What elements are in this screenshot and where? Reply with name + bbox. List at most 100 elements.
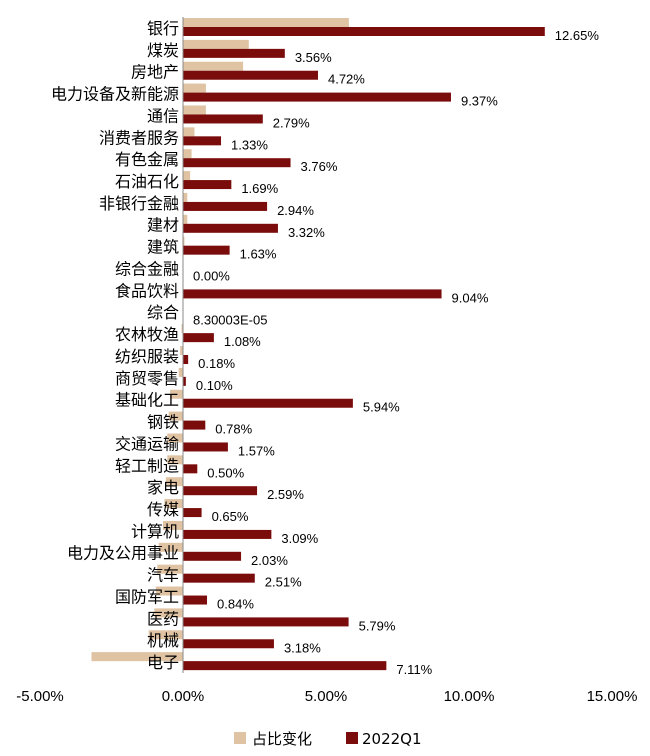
bar-2022q1 [183, 595, 208, 605]
data-label-2022q1: 3.32% [288, 225, 325, 240]
data-label-2022q1: 2.79% [273, 115, 310, 130]
bar-2022q1 [183, 442, 228, 452]
category-label: 电子 [147, 653, 179, 672]
bar-change [158, 542, 183, 552]
category-label: 农林牧渔 [115, 325, 179, 344]
data-label-2022q1: 0.84% [217, 597, 254, 612]
bar-change [183, 18, 349, 27]
data-label-2022q1: 2.51% [265, 575, 302, 590]
data-label-2022q1: 5.79% [359, 618, 396, 633]
bar-change [183, 214, 188, 224]
legend: 占比变化 2022Q1 [234, 730, 422, 748]
x-tick-label: 5.00% [305, 688, 348, 705]
x-tick-label: 0.00% [162, 688, 205, 705]
category-label: 煤炭 [147, 41, 179, 60]
data-label-2022q1: 1.33% [231, 137, 268, 152]
data-label-2022q1: 8.30003E-05 [193, 312, 267, 327]
bar-2022q1 [183, 27, 545, 36]
category-label: 电力设备及新能源 [51, 85, 179, 104]
data-label-2022q1: 3.56% [295, 50, 332, 65]
legend-swatch-2022q1 [346, 732, 358, 744]
category-label: 有色金属 [115, 150, 179, 169]
labels-layer: 银行 12.65% 煤炭 3.56% 房地产 4.72% 电力设备及新能源 9.37% 通信 2.… [51, 19, 599, 677]
category-label: 国防军工 [115, 587, 179, 606]
data-label-2022q1: 1.69% [241, 181, 278, 196]
bar-2022q1 [183, 573, 255, 583]
data-label-2022q1: 1.57% [238, 443, 275, 458]
category-label: 汽车 [147, 566, 179, 585]
bar-2022q1 [183, 201, 268, 211]
data-label-2022q1: 0.18% [198, 356, 235, 371]
category-label: 建材 [147, 216, 179, 235]
category-label: 银行 [147, 19, 179, 38]
category-label: 基础化工 [115, 391, 179, 410]
bar-change [183, 83, 206, 93]
data-label-2022q1: 0.65% [212, 509, 249, 524]
bar-2022q1 [183, 529, 272, 539]
bar-2022q1 [183, 617, 349, 627]
data-label-2022q1: 0.50% [207, 465, 244, 480]
category-label: 通信 [147, 106, 179, 125]
bar-2022q1 [183, 289, 442, 299]
bar-change [164, 499, 183, 509]
bar-change [167, 455, 183, 465]
data-label-2022q1: 1.08% [224, 334, 261, 349]
category-label: 综合金融 [115, 259, 179, 278]
data-label-2022q1: 2.03% [251, 553, 288, 568]
category-label: 纺织服装 [115, 347, 179, 366]
bar-2022q1 [183, 48, 285, 58]
data-label-2022q1: 0.00% [193, 269, 230, 284]
category-label: 建筑 [147, 238, 179, 257]
legend-label-2022q1: 2022Q1 [362, 730, 422, 748]
bar-change [157, 564, 183, 574]
category-label: 非银行金融 [99, 194, 179, 213]
bar-2022q1 [183, 70, 318, 80]
bar-change [168, 411, 183, 421]
data-label-2022q1: 2.94% [277, 203, 314, 218]
data-label-2022q1: 0.78% [215, 422, 252, 437]
data-label-2022q1: 9.37% [461, 94, 498, 109]
bar-2022q1 [183, 333, 214, 343]
bar-2022q1 [183, 420, 206, 430]
bar-2022q1 [183, 376, 186, 386]
category-label: 传媒 [147, 500, 179, 519]
category-label: 医药 [147, 609, 179, 628]
bar-2022q1 [183, 639, 274, 649]
bar-2022q1 [183, 551, 242, 561]
data-label-2022q1: 7.11% [396, 662, 432, 677]
bar-change [183, 149, 192, 159]
legend-label-change: 占比变化 [252, 730, 312, 748]
data-label-2022q1: 2.59% [267, 487, 304, 502]
legend-swatch-change [234, 732, 246, 744]
bar-change [183, 171, 191, 181]
bar-change [167, 433, 183, 443]
bar-2022q1 [183, 114, 263, 124]
bar-2022q1 [183, 92, 451, 102]
category-label: 商贸零售 [115, 369, 179, 388]
x-tick-label: -5.00% [16, 688, 64, 705]
bar-change [183, 105, 206, 115]
bar-change [154, 608, 183, 618]
bar-change [178, 367, 183, 377]
category-label: 电力及公用事业 [67, 544, 179, 563]
bar-change [165, 477, 183, 487]
x-tick-label: 10.00% [444, 688, 495, 705]
category-label: 家电 [147, 478, 179, 497]
bar-2022q1 [183, 508, 202, 518]
bar-2022q1 [183, 180, 232, 190]
category-label: 消费者服务 [99, 128, 179, 147]
data-label-2022q1: 0.10% [196, 378, 233, 393]
bar-change [170, 389, 183, 399]
x-tick-label: 15.00% [587, 688, 638, 705]
bar-2022q1 [183, 223, 278, 233]
bars-layer [91, 18, 545, 671]
category-label: 综合 [147, 303, 179, 322]
data-label-2022q1: 3.09% [281, 531, 318, 546]
category-label: 计算机 [131, 522, 179, 541]
bar-2022q1 [183, 136, 222, 146]
bar-2022q1 [183, 398, 353, 408]
bar-2022q1 [183, 355, 189, 364]
data-label-2022q1: 1.63% [240, 247, 277, 262]
bar-change [183, 61, 244, 71]
